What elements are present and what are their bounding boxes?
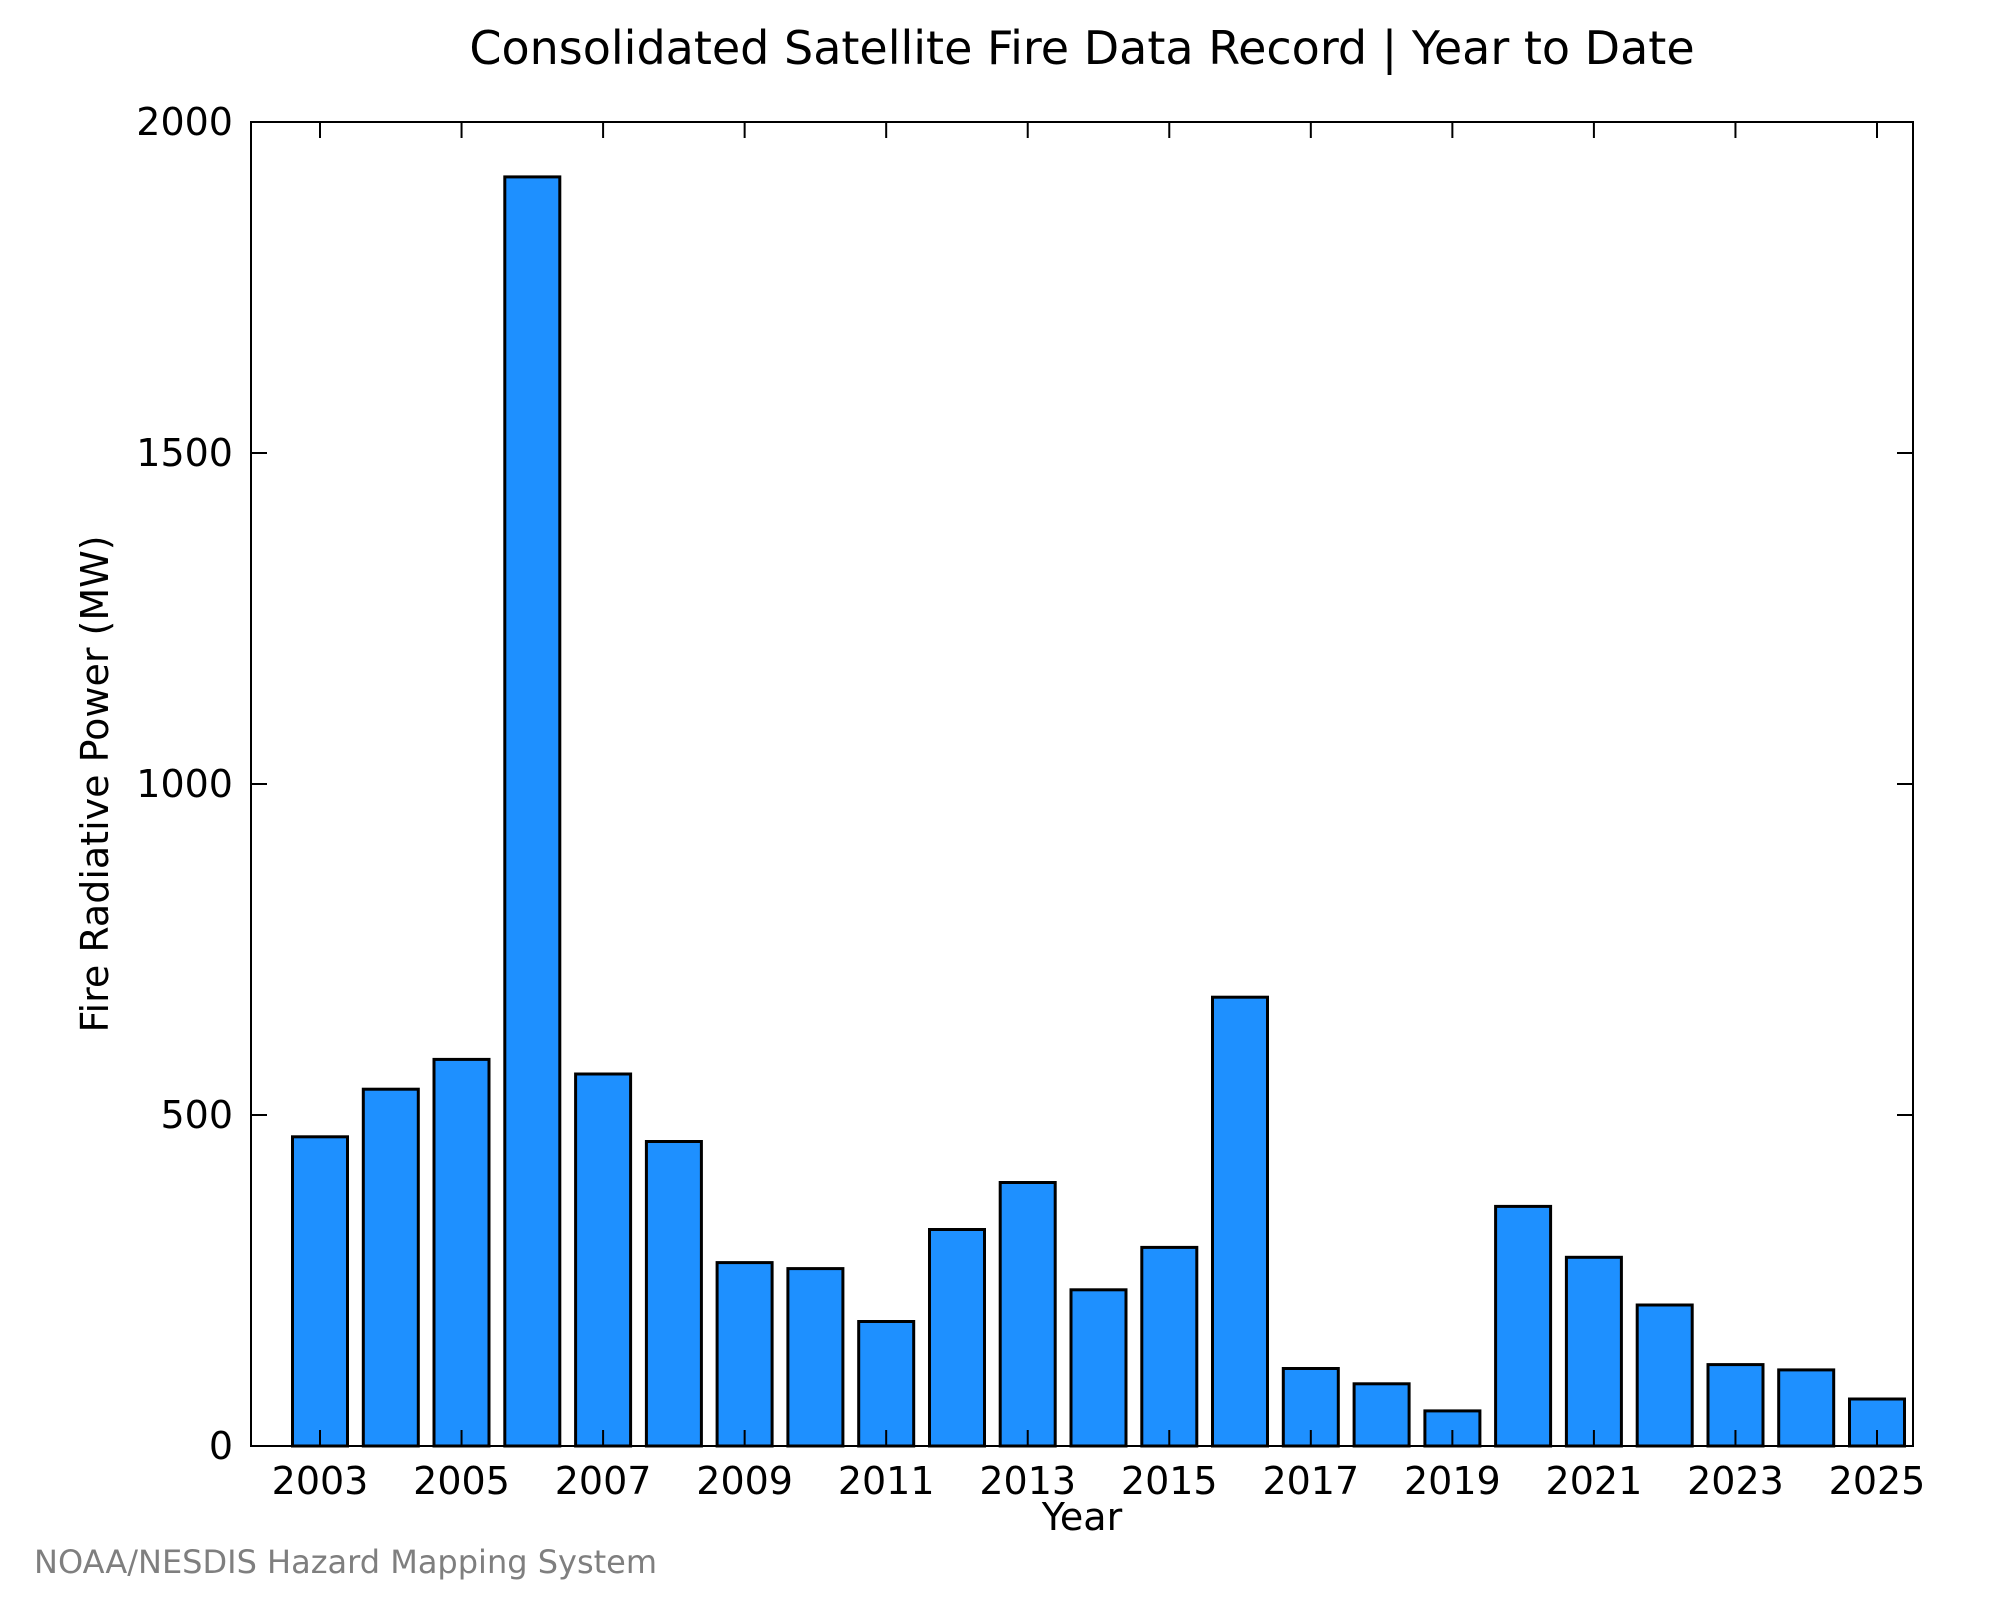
- bar-2006: [503, 175, 562, 1448]
- bar-2018: [1352, 1382, 1411, 1448]
- bar-2003: [291, 1135, 349, 1448]
- bar-2015: [1140, 1245, 1199, 1448]
- bar-2022: [1635, 1303, 1694, 1448]
- x-tick-label-2019: 2019: [1404, 1459, 1501, 1503]
- bar-2014: [1069, 1288, 1128, 1448]
- y-tick-label-2000: 2000: [136, 100, 233, 144]
- x-tick-label-2023: 2023: [1687, 1459, 1784, 1503]
- y-tick-label-500: 500: [160, 1093, 233, 1137]
- chart-title: Consolidated Satellite Fire Data Record …: [469, 21, 1694, 76]
- bar-2024: [1777, 1368, 1836, 1448]
- x-tick-label-2007: 2007: [555, 1459, 652, 1503]
- x-tick-label-2011: 2011: [838, 1459, 935, 1503]
- bar-2011: [857, 1320, 916, 1448]
- x-tick-label-2005: 2005: [413, 1459, 510, 1503]
- bar-2008: [644, 1140, 703, 1448]
- bar-2020: [1494, 1204, 1553, 1448]
- bar-2004: [361, 1087, 420, 1448]
- x-tick-label-2015: 2015: [1121, 1459, 1218, 1503]
- ticks-group: [251, 121, 1913, 1447]
- credit-text: NOAA/NESDIS Hazard Mapping System: [34, 1543, 657, 1581]
- tick-labels-group: 0 500 1000 1500 2000 2003 2005 2007 2009 2011 2013…: [136, 100, 1925, 1503]
- plot-frame: [250, 121, 1914, 1447]
- x-tick-label-2013: 2013: [979, 1459, 1076, 1503]
- bar-2013: [998, 1181, 1057, 1448]
- bar-2005: [432, 1057, 491, 1448]
- y-tick-label-1500: 1500: [136, 431, 233, 475]
- x-tick-label-2017: 2017: [1262, 1459, 1359, 1503]
- x-tick-label-2021: 2021: [1546, 1459, 1643, 1503]
- bar-2016: [1211, 995, 1269, 1448]
- x-tick-label-2009: 2009: [696, 1459, 793, 1503]
- bar-2012: [928, 1228, 986, 1448]
- bar-2007: [574, 1072, 633, 1448]
- x-tick-label-2025: 2025: [1829, 1459, 1926, 1503]
- bar-2021: [1564, 1255, 1623, 1448]
- y-axis-label: Fire Radiative Power (MW): [73, 535, 117, 1032]
- bar-2010: [786, 1267, 845, 1448]
- bars-group: [291, 175, 1906, 1448]
- x-tick-label-2003: 2003: [272, 1459, 369, 1503]
- bar-2009: [715, 1261, 774, 1448]
- y-tick-label-1000: 1000: [136, 762, 233, 806]
- y-tick-label-0: 0: [209, 1424, 233, 1468]
- x-axis-label: Year: [1041, 1495, 1123, 1539]
